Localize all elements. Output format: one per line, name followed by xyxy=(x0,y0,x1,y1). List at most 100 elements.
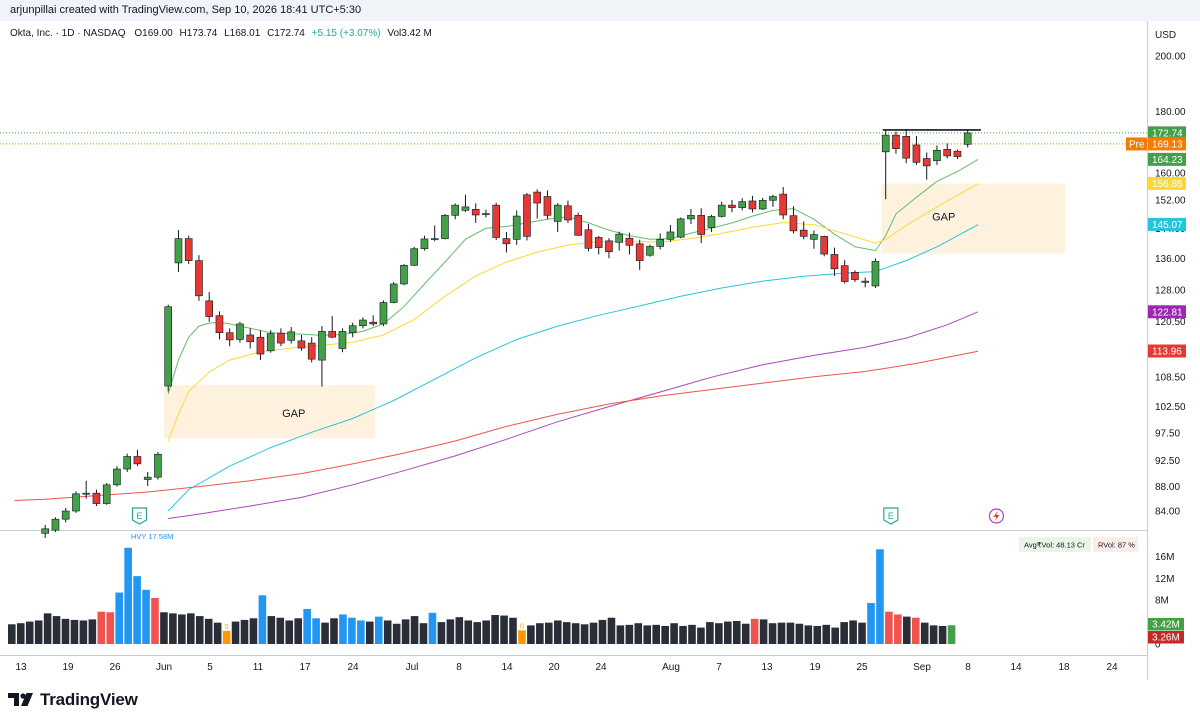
earnings-marker[interactable]: E xyxy=(131,507,148,525)
gap-label: GAP xyxy=(932,212,955,224)
volume-bar xyxy=(741,623,750,644)
candle-body xyxy=(851,272,859,280)
candle xyxy=(410,246,419,267)
candle xyxy=(738,198,747,211)
candle xyxy=(840,260,849,284)
volume-bar xyxy=(634,623,643,644)
candle-body xyxy=(564,205,572,221)
volume-tick-label: 12M xyxy=(1155,574,1174,585)
candle-body xyxy=(72,493,80,512)
candle xyxy=(174,230,183,272)
volume-bar xyxy=(160,612,168,644)
volume-tag: 3.26M xyxy=(1148,631,1184,644)
candle-body xyxy=(482,213,490,215)
volume-bar xyxy=(920,622,929,644)
candle-body xyxy=(656,239,665,247)
volume-bar xyxy=(79,620,88,644)
candle xyxy=(246,328,254,349)
volume-bar xyxy=(715,623,723,644)
volume-bar xyxy=(822,624,831,644)
candle-body xyxy=(82,492,90,495)
tradingview-logo-icon xyxy=(8,693,33,706)
candle xyxy=(687,208,695,224)
price-tick-label: 108.50 xyxy=(1155,372,1186,383)
candle xyxy=(451,203,460,220)
candle-body xyxy=(687,215,695,220)
price-tag-label: 156.85 xyxy=(1152,179,1183,190)
candle-body xyxy=(359,319,367,326)
volume-bar xyxy=(903,616,911,644)
earnings-marker[interactable]: E xyxy=(883,507,899,525)
candle xyxy=(164,304,172,392)
candle-body xyxy=(451,204,460,216)
time-tick-label: 14 xyxy=(1010,662,1022,673)
volume-tag: 3.42M xyxy=(1148,618,1184,631)
event-lightning-icon[interactable] xyxy=(988,508,1005,524)
candle xyxy=(584,223,593,252)
candle xyxy=(482,209,490,218)
rvol-text: RVol: 87 % xyxy=(1098,541,1135,550)
candle-body xyxy=(348,325,357,334)
legend-high: H173.74 xyxy=(180,28,218,39)
candle xyxy=(430,225,439,242)
volume-bar xyxy=(804,625,813,644)
volume-bar xyxy=(312,618,320,644)
sma50-line xyxy=(167,224,979,512)
candle xyxy=(184,235,193,265)
candle-body xyxy=(307,342,316,360)
candle xyxy=(205,292,213,322)
candle xyxy=(892,131,900,154)
volume-bar xyxy=(455,617,464,644)
volume-bar xyxy=(929,625,938,644)
volume-bar xyxy=(536,623,544,644)
candle-body xyxy=(297,340,306,349)
volume-tag-label: 3.42M xyxy=(1152,620,1180,631)
volume-bar xyxy=(545,622,553,644)
earnings-marker-shape xyxy=(131,507,148,525)
candle xyxy=(553,203,562,232)
volume-bar xyxy=(661,625,669,644)
gap-zone xyxy=(164,385,376,439)
candle xyxy=(912,136,921,165)
candle-body xyxy=(799,229,808,237)
time-tick-label: 8 xyxy=(965,662,971,673)
candle xyxy=(379,300,388,327)
candle xyxy=(328,316,337,339)
volume-bar xyxy=(276,617,285,644)
sma200-price-tag: 113.96 xyxy=(1148,344,1186,358)
legend-open: O169.00 xyxy=(134,28,173,39)
volume-bar xyxy=(947,625,956,644)
candle-body xyxy=(41,528,50,534)
volume-marker-label: 0 xyxy=(520,623,524,630)
candle xyxy=(318,326,326,387)
volume-bar xyxy=(500,615,508,644)
price-tag-label: 145.07 xyxy=(1152,220,1183,231)
volume-bar xyxy=(133,576,141,644)
candle-body xyxy=(164,306,172,387)
price-axis-ticks[interactable]: 200.00180.00170.00160.00152.00144.00136.… xyxy=(1155,52,1186,518)
price-tick-label: 120.50 xyxy=(1155,317,1186,328)
candle xyxy=(287,326,296,344)
volume-bar xyxy=(169,613,177,644)
candle-body xyxy=(635,243,644,261)
footer: TradingView xyxy=(0,680,1200,724)
candle xyxy=(123,453,131,472)
tradingview-logo[interactable]: TradingView xyxy=(8,690,138,710)
volume-bar xyxy=(652,624,660,644)
volume-bar xyxy=(607,617,616,644)
candle xyxy=(277,328,285,347)
time-tick-label: 13 xyxy=(15,662,27,673)
candle xyxy=(102,483,111,505)
price-tick-label: 180.00 xyxy=(1155,107,1186,118)
legend-symbol: Okta, Inc. · 1D · NASDAQ xyxy=(10,28,126,39)
candle-body xyxy=(471,209,480,216)
candle-body xyxy=(441,215,449,239)
premarket-badge-bg xyxy=(1126,137,1147,151)
volume-bar xyxy=(589,622,598,644)
time-axis[interactable]: 13 19 26 Jun 5 11 17 24 Jul 8 14 20 24 Aug 7 13 19 25 Sep 8… xyxy=(15,662,1118,673)
premarket-price-tag: 169.13 Pre xyxy=(1126,137,1186,151)
gap-zone xyxy=(881,183,1066,254)
candle xyxy=(338,328,347,353)
